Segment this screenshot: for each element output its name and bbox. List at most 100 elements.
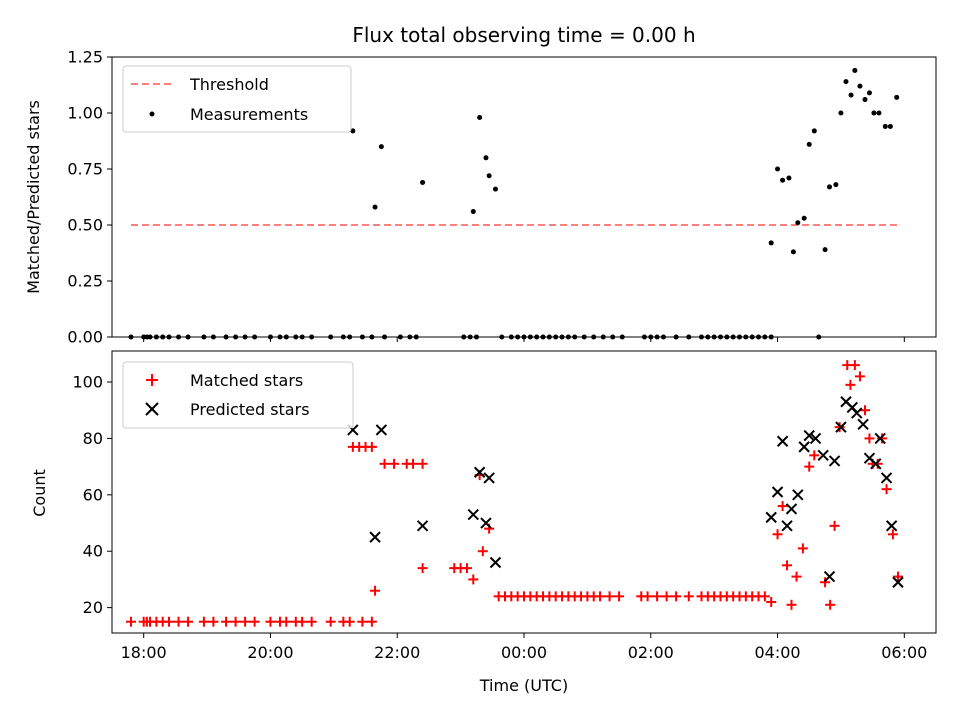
matched-star-point (325, 616, 336, 627)
matched-star-point (759, 591, 770, 602)
bottom-y-ticks: 20 40 60 80 100 (72, 373, 112, 617)
x-tick-label: 06:00 (881, 643, 927, 662)
predicted-star-point (785, 503, 798, 515)
measurement-point (887, 123, 893, 129)
measurement-point (882, 123, 888, 129)
x-tick-label: 18:00 (121, 643, 167, 662)
measurement-point (843, 79, 849, 85)
x-tick-label: 02:00 (628, 643, 674, 662)
predicted-star-point (467, 508, 479, 521)
matched-star-point (782, 560, 793, 571)
matched-star-point (366, 616, 377, 627)
matched-star-point (198, 616, 209, 627)
predicted-star-point (416, 520, 429, 532)
matched-star-point (825, 599, 836, 610)
matched-star-point (777, 501, 788, 512)
matched-star-point (892, 571, 903, 582)
matched-star-point (344, 616, 355, 627)
measurement-point (775, 166, 781, 172)
y-tick-label: 40 (83, 542, 103, 561)
legend-matched-label: Matched stars (190, 371, 303, 390)
matched-star-point (379, 458, 390, 469)
predicted-star-point (857, 418, 869, 431)
predicted-star-point (817, 449, 829, 462)
y-tick-label: 0.50 (67, 216, 103, 235)
matched-star-point (642, 591, 653, 602)
measurement-point (372, 204, 378, 210)
measurement-point (350, 128, 356, 134)
predicted-star-point (771, 486, 784, 498)
y-tick-label: 0.75 (67, 160, 103, 179)
measurement-point (827, 184, 833, 190)
matched-star-point (652, 591, 663, 602)
predicted-star-point (803, 429, 815, 442)
matched-star-point (849, 360, 860, 371)
measurement-point (822, 247, 828, 253)
bottom-legend: Matched stars Predicted stars (122, 361, 354, 429)
matched-star-point (477, 546, 488, 557)
measurement-point (768, 240, 774, 246)
predicted-star-point (885, 520, 898, 532)
y-tick-label: 0.25 (67, 272, 103, 291)
measurement-point (470, 209, 476, 215)
legend-threshold-label: Threshold (189, 75, 269, 94)
matched-star-point (791, 571, 802, 582)
matched-star-point (872, 458, 883, 469)
measurement-point (780, 177, 786, 183)
top-legend-box (122, 65, 352, 133)
measurement-point (876, 110, 882, 116)
matched-star-point (766, 596, 777, 607)
predicted-star-point (792, 489, 804, 501)
y-tick-label: 80 (83, 429, 103, 448)
matched-star-point (230, 616, 241, 627)
measurement-point (862, 97, 868, 103)
top-panel: Flux total observing time = 0.00 h 0.000… (24, 23, 937, 347)
matched-star-point (221, 616, 232, 627)
x-tick-label: 20:00 (247, 643, 293, 662)
matched-star-point (786, 599, 797, 610)
y-tick-label: 1.25 (67, 48, 103, 67)
predicted-star-point (809, 432, 822, 445)
matched-star-point (389, 458, 400, 469)
matched-star-point (408, 458, 419, 469)
y-tick-label: 100 (72, 373, 103, 392)
matched-star-point (864, 433, 875, 444)
measurement-point (795, 220, 801, 226)
bottom-plot-area (126, 360, 904, 627)
predicted-star-point (369, 531, 381, 543)
legend-predicted-swatch (145, 402, 159, 416)
y-tick-label: 60 (83, 485, 103, 504)
top-y-ticks: 0.00 0.25 0.50 0.75 1.00 1.25 (67, 48, 112, 347)
measurement-point (852, 67, 858, 73)
legend-measurements-swatch (149, 111, 155, 117)
matched-star-point (249, 616, 260, 627)
matched-star-point (671, 591, 682, 602)
matched-star-point (829, 520, 840, 531)
predicted-star-point (892, 576, 904, 588)
matched-star-point (297, 616, 308, 627)
predicted-star-point (489, 556, 502, 569)
predicted-star-point (870, 458, 882, 470)
predicted-star-point (823, 570, 836, 583)
legend-predicted-label: Predicted stars (190, 400, 310, 419)
predicted-star-point (798, 441, 810, 453)
bottom-legend-box (122, 361, 354, 429)
x-tick-label: 22:00 (374, 643, 420, 662)
matched-star-point (820, 577, 831, 588)
measurement-point (492, 186, 498, 192)
matched-star-point (417, 563, 428, 574)
matched-star-point (797, 543, 808, 554)
predicted-star-point (880, 472, 893, 484)
predicted-star-point (781, 520, 793, 532)
matched-star-point (595, 591, 606, 602)
x-tick-label: 04:00 (754, 643, 800, 662)
matched-star-point (281, 616, 292, 627)
predicted-star-point (874, 432, 886, 445)
matched-star-point (661, 591, 672, 602)
measurement-point (801, 215, 807, 221)
matched-star-point (845, 379, 856, 390)
measurement-point (894, 94, 900, 100)
predicted-star-point (828, 455, 841, 467)
measurement-point (378, 144, 384, 150)
